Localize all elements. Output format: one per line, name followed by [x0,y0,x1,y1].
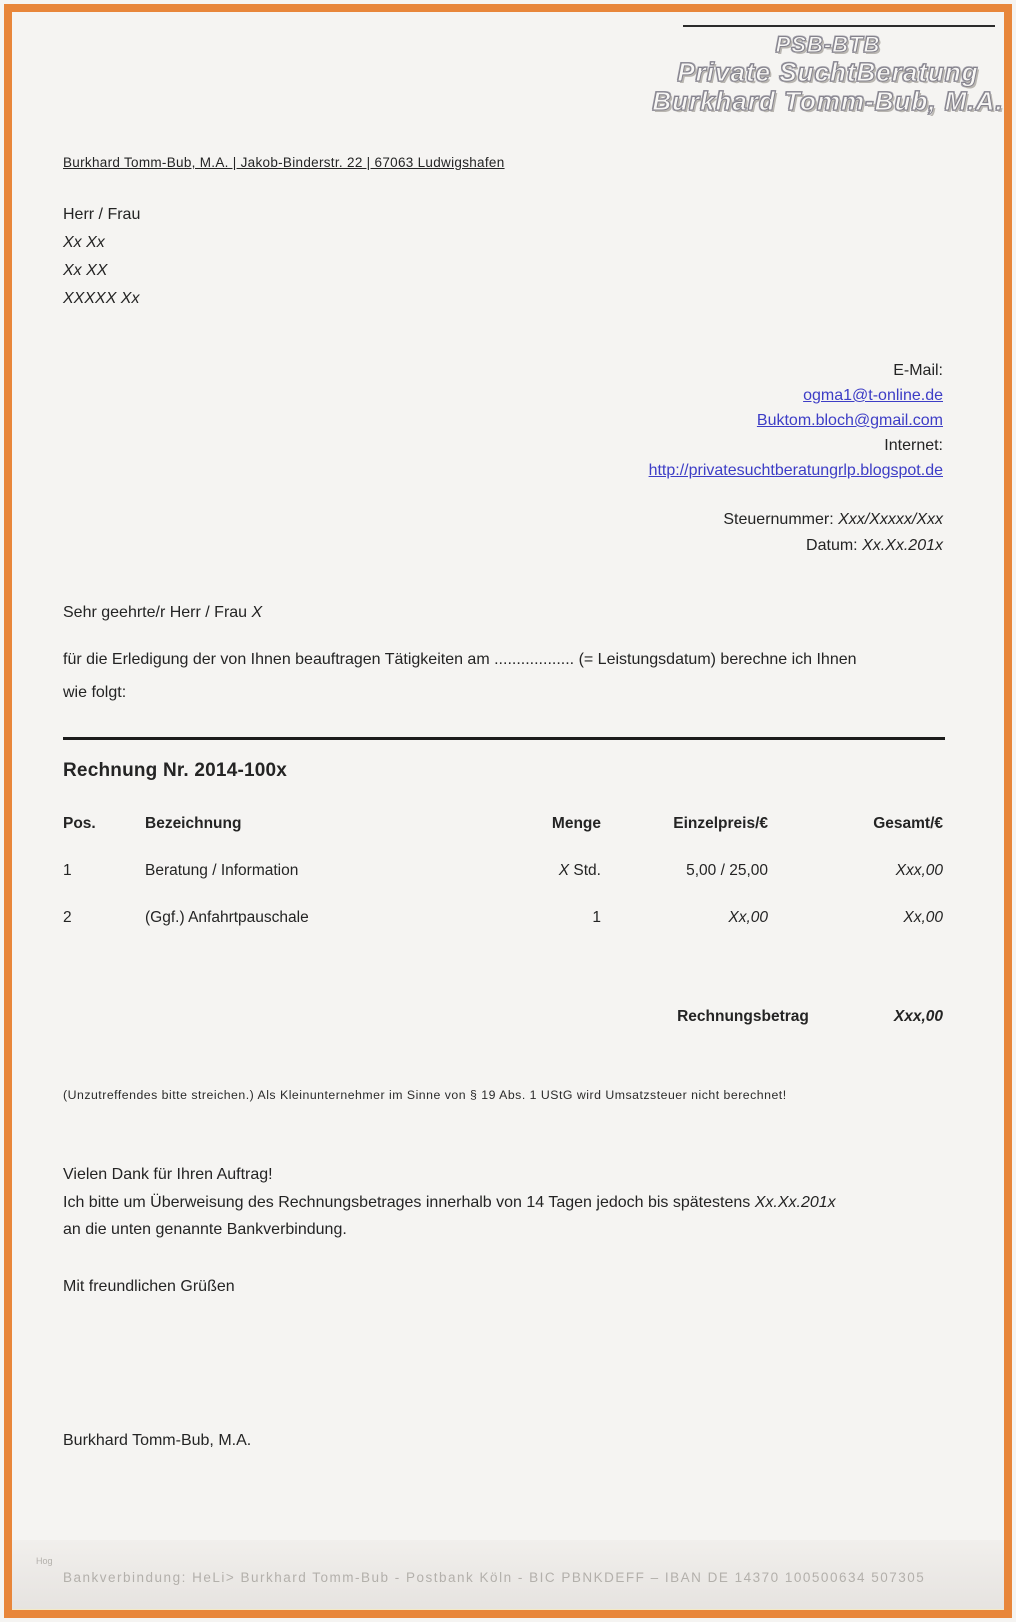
logo-line-1: PSB-BTB [775,32,881,57]
cell-quantity-x: X [558,862,570,879]
cell-unit-price: Xx,00 [728,909,768,926]
cell-description: Beratung / Information [145,862,299,879]
regards-line: Mit freundlichen Grüßen [63,1278,235,1295]
column-header-bezeichnung: Bezeichnung [145,815,242,832]
payment-terms-text: Ich bitte um Überweisung des Rechnungsbe… [63,1194,755,1211]
table-header-row: Pos. Bezeichnung Menge Einzelpreis/€ Ges… [63,814,943,834]
cell-pos: 1 [63,862,72,879]
cell-description: (Ggf.) Anfahrtpauschale [145,909,309,926]
tax-value: Xxx/Xxxxx/Xxx [838,511,943,528]
logo-line-2: Private SuchtBeratung [677,57,979,87]
sender-line: Burkhard Tomm-Bub, M.A. | Jakob-Binderst… [63,155,505,170]
invoice-row-1: 1 Beratung / Information X Std. 5,00 / 2… [63,861,943,881]
tax-number-line: Steuernummer: Xxx/Xxxxx/Xxx [723,507,943,533]
footer-bank-line: Bankverbindung: HeLi> Burkhard Tomm-Bub … [63,1570,926,1585]
letter-salutation: Sehr geehrte/r Herr / Frau X [63,604,262,622]
email-label: E-Mail: [893,362,943,379]
divider-rule [63,737,945,740]
website-link[interactable]: http://privatesuchtberatungrlp.blogspot.… [648,462,943,479]
internet-label: Internet: [884,437,943,454]
column-header-gesamt: Gesamt/€ [873,815,943,832]
contact-block: E-Mail: ogma1@t-online.de Buktom.bloch@g… [649,358,943,483]
cell-quantity: 1 [491,908,601,928]
letter-salutation-placeholder: X [251,604,263,621]
payment-due-date: Xx.Xx.201x [754,1194,836,1211]
recipient-name-line-3: XXXXX Xx [63,290,140,307]
recipient-name-line-2: Xx XX [63,262,108,279]
column-header-pos: Pos. [63,815,96,832]
intro-paragraph-line-1: für die Erledigung der von Ihnen beauftr… [63,651,857,668]
recipient-salutation: Herr / Frau [63,206,141,223]
footer-band [12,1540,1004,1610]
meta-block: Steuernummer: Xxx/Xxxxx/Xxx Datum: Xx.Xx… [723,507,943,558]
recipient-name-line-1: Xx Xx [63,234,105,251]
small-print: (Unzutreffendes bitte streichen.) Als Kl… [63,1088,787,1102]
logo-line-3: Burkhard Tomm-Bub, M.A. [652,86,1004,116]
email-link-1[interactable]: ogma1@t-online.de [803,387,943,404]
cell-total: Xxx,00 [895,862,943,879]
invoice-total-row: Rechnungsbetrag Xxx,00 [63,1008,943,1026]
cell-total: Xx,00 [903,909,943,926]
cell-quantity-unit: Std. [569,862,601,879]
invoice-title: Rechnung Nr. 2014-100x [63,760,288,781]
footer-side-note: Hog [36,1556,53,1566]
signature-name: Burkhard Tomm-Bub, M.A. [63,1432,252,1449]
footer-bottom-strip [12,1609,1004,1613]
cell-quantity-unit: 1 [592,909,601,926]
thanks-line: Vielen Dank für Ihren Auftrag! [63,1166,273,1183]
column-header-menge: Menge [551,815,601,832]
column-header-einzelpreis: Einzelpreis/€ [673,815,768,832]
letter-salutation-text: Sehr geehrte/r Herr / Frau [63,604,252,621]
page-frame [4,4,1012,1618]
cell-unit-price: 5,00 / 25,00 [686,862,768,879]
cell-quantity: X Std. [491,861,601,881]
total-label: Rechnungsbetrag [677,1008,809,1025]
date-value: Xx.Xx.201x [862,536,943,554]
date-label: Datum: [806,536,863,554]
payment-terms-line-1: Ich bitte um Überweisung des Rechnungsbe… [63,1194,836,1212]
invoice-table: Pos. Bezeichnung Menge Einzelpreis/€ Ges… [63,814,943,955]
tax-label: Steuernummer: [723,511,839,528]
cell-pos: 2 [63,909,72,926]
payment-terms-line-2: an die unten genannte Bankverbindung. [63,1221,347,1238]
recipient-block: Herr / Frau Xx Xx Xx XX XXXXX Xx [63,201,140,313]
intro-paragraph-line-2: wie folgt: [63,684,127,701]
date-line: Datum: Xx.Xx.201x [723,533,943,559]
brand-logo: PSB-BTB Private SuchtBeratung Burkhard T… [652,32,1004,116]
invoice-row-2: 2 (Ggf.) Anfahrtpauschale 1 Xx,00 Xx,00 [63,908,943,928]
logo-top-rule [683,25,995,27]
total-value: Xxx,00 [893,1008,943,1025]
email-link-2[interactable]: Buktom.bloch@gmail.com [756,412,943,429]
